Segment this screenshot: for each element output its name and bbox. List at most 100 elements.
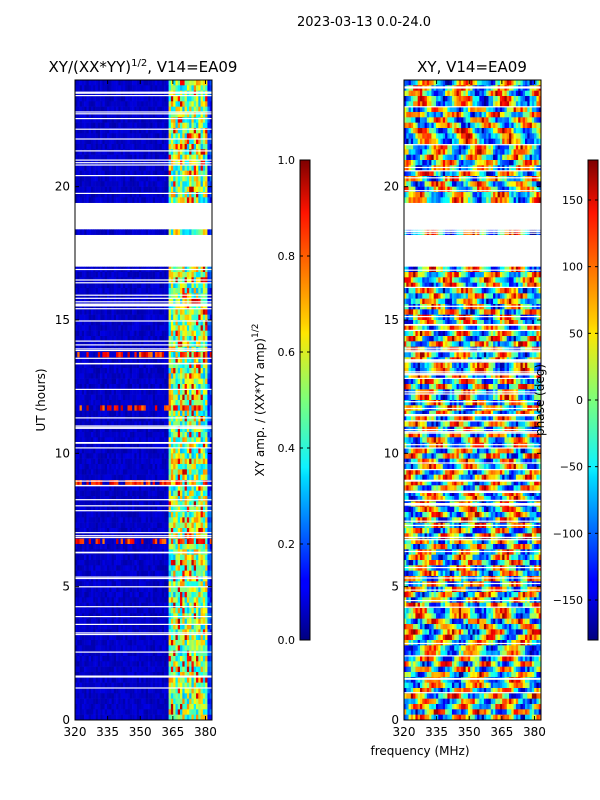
heatmap-cell (209, 554, 212, 561)
heatmap-cell (209, 133, 212, 139)
heatmap-cell (116, 362, 119, 369)
heatmap-cell (205, 357, 208, 363)
heatmap-cell (93, 437, 96, 443)
heatmap-cell (205, 352, 208, 358)
heatmap-cell (186, 176, 190, 182)
heatmap-cell (143, 517, 147, 523)
heatmap-cell (104, 394, 108, 401)
heatmap-cell (77, 165, 80, 171)
heatmap-cell (138, 522, 142, 529)
heatmap-cell (93, 330, 96, 337)
heatmap-cell (118, 106, 121, 113)
heatmap-cell (90, 309, 94, 315)
heatmap-cell (77, 368, 80, 374)
heatmap-cell (196, 117, 199, 123)
heatmap-cell (198, 512, 201, 518)
heatmap-cell (168, 565, 172, 571)
heatmap-cell (154, 474, 158, 481)
heatmap-cell (198, 325, 201, 331)
heatmap-cell (102, 176, 105, 182)
heatmap-cell (93, 378, 96, 385)
heatmap-cell (166, 314, 169, 321)
heatmap-cell (205, 106, 208, 113)
heatmap-cell (182, 325, 185, 331)
heatmap-cell (184, 336, 188, 342)
heatmap-cell (79, 373, 83, 379)
heatmap-cell (186, 506, 190, 513)
heatmap-cell (113, 176, 117, 182)
heatmap-cell (104, 336, 108, 342)
heatmap-cell (182, 501, 185, 507)
heatmap-cell (168, 464, 172, 470)
heatmap-cell (77, 288, 80, 294)
heatmap-cell (200, 421, 204, 427)
heatmap-cell (75, 501, 78, 507)
heatmap-cell (93, 501, 96, 507)
heatmap-cell (196, 101, 199, 107)
heatmap-cell (104, 112, 108, 118)
heatmap-cell (154, 282, 158, 289)
heatmap-cell (113, 464, 117, 470)
heatmap-cell (132, 421, 135, 427)
heatmap-cell (186, 474, 190, 481)
heatmap-cell (184, 80, 188, 86)
heatmap-cell (132, 474, 135, 481)
heatmap-cell (152, 554, 156, 561)
heatmap-cell (84, 554, 87, 561)
heatmap-cell (127, 405, 131, 411)
heatmap-cell (88, 506, 92, 513)
heatmap-cell (182, 128, 185, 134)
heatmap-cell (159, 464, 163, 470)
heatmap-cell (90, 416, 94, 422)
heatmap-cell (186, 464, 190, 470)
heatmap-cell (164, 432, 167, 438)
heatmap-cell (127, 352, 131, 358)
heatmap-cell (202, 485, 206, 491)
heatmap-cell (173, 480, 176, 486)
heatmap-cell (138, 170, 142, 177)
heatmap-cell (127, 469, 131, 475)
heatmap-cell (138, 272, 142, 278)
heatmap-cell (86, 554, 89, 561)
heatmap-cell (173, 181, 176, 187)
heatmap-cell (154, 512, 158, 518)
heatmap-cell (75, 229, 78, 235)
heatmap-cell (148, 357, 151, 363)
heatmap-cell (134, 128, 137, 134)
heatmap-cell (164, 272, 167, 278)
heatmap-cell (102, 320, 105, 326)
heatmap-cell (118, 410, 121, 417)
heatmap-cell (177, 384, 181, 390)
heatmap-cell (136, 437, 140, 443)
heatmap-cell (170, 421, 174, 427)
heatmap-cell (138, 400, 142, 406)
heatmap-cell (129, 80, 133, 86)
heatmap-cell (111, 570, 115, 577)
heatmap-cell (191, 368, 195, 374)
heatmap-cell (182, 378, 185, 385)
heatmap-cell (159, 181, 163, 187)
heatmap-cell (129, 426, 133, 433)
heatmap-cell (186, 165, 190, 171)
heatmap-cell (118, 80, 121, 86)
heatmap-cell (136, 320, 140, 326)
heatmap-cell (104, 144, 108, 150)
heatmap-cell (177, 565, 181, 571)
heatmap-cell (141, 528, 144, 534)
heatmap-cell (127, 501, 131, 507)
heatmap-cell (189, 437, 192, 443)
heatmap-cell (186, 394, 190, 401)
heatmap-cell (202, 85, 206, 91)
heatmap-cell (161, 378, 165, 385)
heatmap-cell (100, 133, 103, 139)
heatmap-cell (97, 320, 101, 326)
heatmap-cell (129, 176, 133, 182)
heatmap-cell (198, 416, 201, 422)
heatmap-cell (127, 325, 131, 331)
heatmap-cell (141, 352, 144, 358)
heatmap-cell (104, 192, 108, 198)
heatmap-cell (175, 384, 179, 390)
heatmap-cell (182, 528, 185, 534)
heatmap-cell (200, 565, 204, 571)
heatmap-cell (120, 304, 124, 310)
